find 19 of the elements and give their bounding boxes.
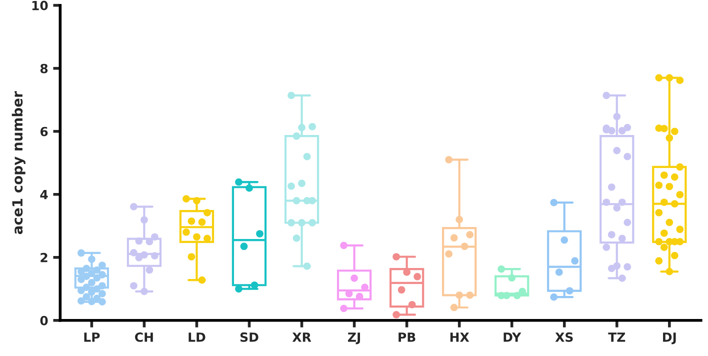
y-tick-label: 0 [40,316,48,326]
x-tick-label: LD [188,332,206,342]
y-tick-label: 4 [40,190,48,200]
x-tick-label: DJ [663,332,676,344]
y-tick-label: 2 [40,252,48,262]
y-tick-label: 10 [32,0,48,10]
x-tick-label: LP [84,332,100,342]
x-tick-label: XR [292,332,312,342]
x-tick-label: TZ [608,332,626,342]
x-tick-label: PB [398,332,416,342]
x-tick-label: ZJ [348,332,360,344]
x-tick-label: CH [135,332,153,342]
x-tick-label: HX [450,332,470,342]
y-tick-label: 8 [40,64,48,74]
x-tick-label: DY [504,332,522,342]
x-tick-label: SD [240,332,258,342]
y-axis-title: ace1 copy number [12,91,26,234]
y-tick-label: 6 [40,126,48,136]
x-tick-label: XS [555,332,573,342]
